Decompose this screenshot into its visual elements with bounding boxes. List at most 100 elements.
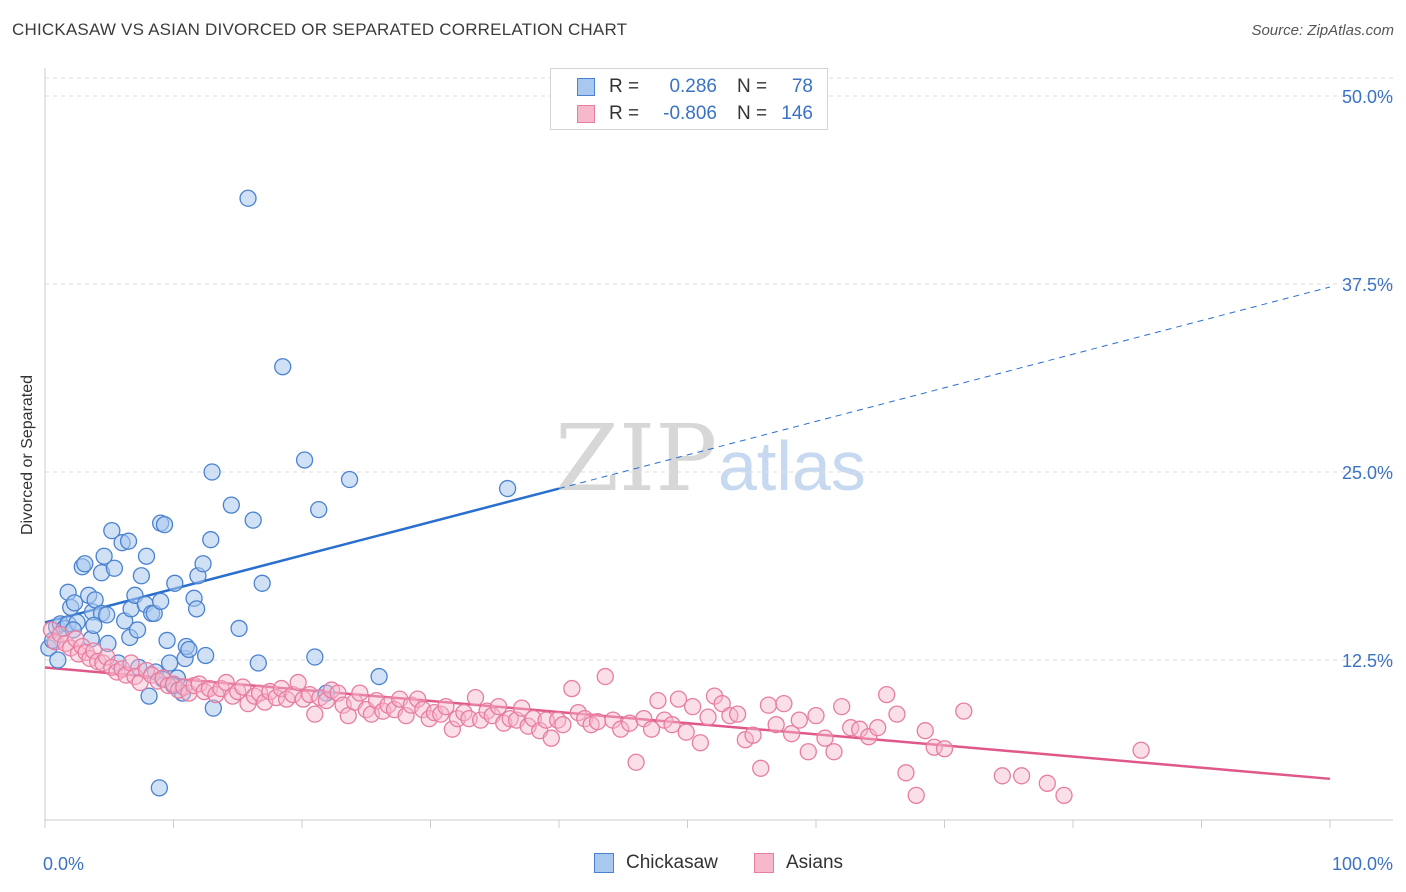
asians-point: [790, 711, 808, 729]
y-tick-label: 50.0%: [1342, 87, 1393, 107]
asians-point: [466, 688, 485, 707]
legend-label-asians: Asians: [786, 852, 844, 873]
chickasaw-point: [306, 648, 324, 666]
tick-labels: 12.5% 25.0% 37.5% 50.0% 0.0% 100.0%: [43, 87, 1393, 874]
asians-point: [397, 706, 415, 725]
asians-point: [897, 764, 915, 782]
asians-point: [869, 719, 887, 737]
chickasaw-point: [132, 567, 151, 585]
asians-point: [993, 767, 1011, 785]
chickasaw-point: [166, 574, 184, 592]
y-tick-label: 12.5%: [1342, 651, 1393, 671]
y-tick-label: 37.5%: [1342, 275, 1393, 295]
chart-title: CHICKASAW VS ASIAN DIVORCED OR SEPARATED…: [12, 20, 628, 39]
chickasaw-point: [85, 616, 103, 635]
asians-point: [1012, 767, 1031, 785]
chickasaw-point: [105, 559, 124, 577]
asians-point: [677, 723, 695, 741]
asians-point: [669, 690, 688, 708]
chickasaw-trend-line: [44, 487, 560, 624]
asians-point: [1038, 774, 1056, 792]
asians-point: [569, 703, 587, 722]
asians-point: [489, 697, 508, 716]
legend-swatch-asians: [577, 105, 595, 123]
chickasaw-point: [150, 779, 169, 797]
asians-point: [642, 720, 661, 738]
chickasaw-point: [98, 606, 116, 624]
chickasaw-point: [498, 479, 517, 498]
asians-point: [51, 625, 70, 644]
asians-point: [878, 685, 896, 704]
asians-point: [98, 648, 116, 666]
chickasaw-point: [140, 687, 158, 705]
chickasaw-points: [40, 189, 517, 797]
chickasaw-point: [128, 621, 147, 639]
legend-r-value: -0.806: [663, 103, 717, 124]
asians-point: [245, 687, 264, 705]
chickasaw-point: [249, 654, 267, 672]
asians-point: [752, 759, 770, 777]
chickasaw-point: [119, 532, 138, 550]
asians-point: [663, 716, 681, 734]
asians-point: [627, 753, 645, 771]
asians-point: [713, 694, 731, 713]
asians-point: [799, 743, 817, 761]
legend-item-asians[interactable]: Asians: [754, 852, 843, 874]
asians-point: [588, 713, 607, 731]
asians-trend-line: [44, 666, 1331, 781]
chickasaw-point: [204, 699, 222, 717]
legend-swatch-asians: [754, 853, 774, 873]
asians-point: [513, 699, 531, 717]
asians-point: [1132, 741, 1150, 759]
chickasaw-point: [203, 463, 221, 481]
asians-point: [935, 740, 954, 758]
grid-lines: [45, 77, 1393, 661]
asians-point: [907, 786, 925, 805]
asians-point: [408, 690, 427, 708]
series-legend: Chickasaw Asians: [0, 852, 1406, 876]
chickasaw-point: [196, 646, 215, 665]
chickasaw-point: [180, 640, 198, 659]
legend-item-chickasaw[interactable]: Chickasaw: [594, 852, 718, 874]
asians-point: [169, 681, 188, 699]
asians-point: [122, 654, 140, 672]
asians-point: [301, 685, 319, 704]
asians-point: [860, 728, 878, 746]
x-tick-label: 100.0%: [1332, 854, 1393, 874]
source-label: Source: ZipAtlas.com: [1251, 22, 1394, 39]
correlation-legend: R = 0.286 N = 78 R = -0.806 N = 146: [550, 68, 828, 130]
asians-point: [833, 697, 851, 716]
chickasaw-point: [244, 511, 262, 529]
legend-r-label: R =: [609, 76, 640, 97]
asians-point: [767, 716, 785, 734]
asians-point: [775, 694, 793, 713]
chickasaw-point: [76, 555, 94, 573]
legend-n-label: N =: [737, 76, 768, 97]
asians-point: [649, 691, 667, 710]
chickasaw-point: [95, 547, 113, 565]
asians-point: [691, 734, 709, 752]
asians-point: [596, 667, 614, 686]
legend-label-chickasaw: Chickasaw: [626, 852, 718, 873]
chickasaw-point: [151, 592, 170, 610]
chickasaw-point: [370, 667, 388, 686]
asians-point: [728, 705, 747, 723]
legend-swatch-chickasaw: [594, 853, 614, 873]
asians-point: [807, 706, 825, 725]
chickasaw-point: [295, 451, 314, 469]
chickasaw-point: [65, 594, 84, 612]
asians-point: [888, 705, 906, 723]
watermark-zip: ZIP: [555, 405, 717, 512]
y-tick-label: 25.0%: [1342, 463, 1393, 483]
asians-point: [501, 710, 519, 728]
asians-point: [955, 702, 973, 720]
asians-point: [443, 720, 461, 738]
legend-r-label: R =: [609, 103, 640, 124]
asians-point: [351, 684, 369, 702]
chickasaw-point: [230, 619, 248, 638]
axes: [44, 68, 1393, 828]
asians-point: [437, 697, 455, 716]
asians-point: [289, 673, 307, 692]
legend-row-chickasaw: R = 0.286 N = 78: [551, 73, 813, 101]
chickasaw-point: [340, 470, 359, 489]
